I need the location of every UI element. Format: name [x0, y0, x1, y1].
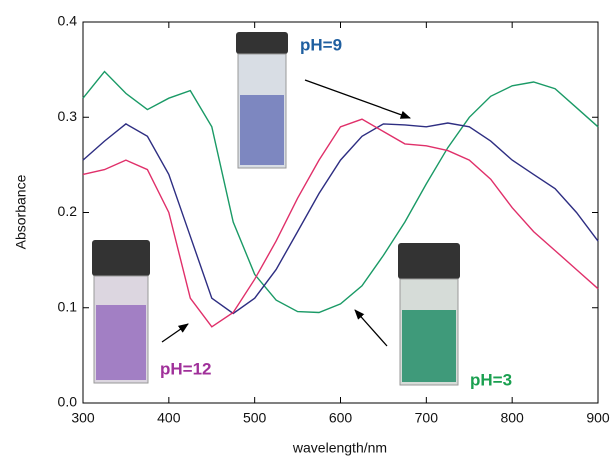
y-axis-label: Absorbance	[13, 174, 29, 249]
series-label: pH=3	[470, 370, 512, 389]
arrow	[161, 323, 189, 343]
x-axis-label: wavelength/nm	[292, 440, 387, 456]
y-tick-label: 0.1	[58, 298, 78, 314]
x-tick-label: 600	[329, 410, 353, 426]
y-tick-label: 0.4	[58, 13, 78, 29]
x-tick-label: 700	[415, 410, 439, 426]
x-tick-label: 900	[586, 410, 610, 426]
vial-photos	[92, 32, 460, 386]
series-line	[82, 70, 599, 314]
series-line	[82, 122, 599, 315]
series-label: pH=12	[160, 359, 212, 378]
x-tick-label: 400	[157, 410, 181, 426]
vial	[92, 240, 150, 384]
series-line	[82, 118, 599, 328]
plot-frame	[82, 21, 599, 404]
arrows	[161, 79, 411, 347]
y-tick-label: 0.2	[58, 203, 78, 219]
arrow	[354, 309, 388, 347]
y-tick-label: 0.3	[58, 108, 78, 124]
y-tick-label: 0.0	[58, 394, 78, 410]
x-tick-label: 300	[71, 410, 95, 426]
x-tick-label: 500	[243, 410, 267, 426]
x-tick-label: 800	[500, 410, 524, 426]
arrow	[304, 79, 411, 119]
series-label: pH=9	[300, 35, 342, 54]
vial	[398, 243, 460, 386]
vial	[236, 32, 288, 169]
